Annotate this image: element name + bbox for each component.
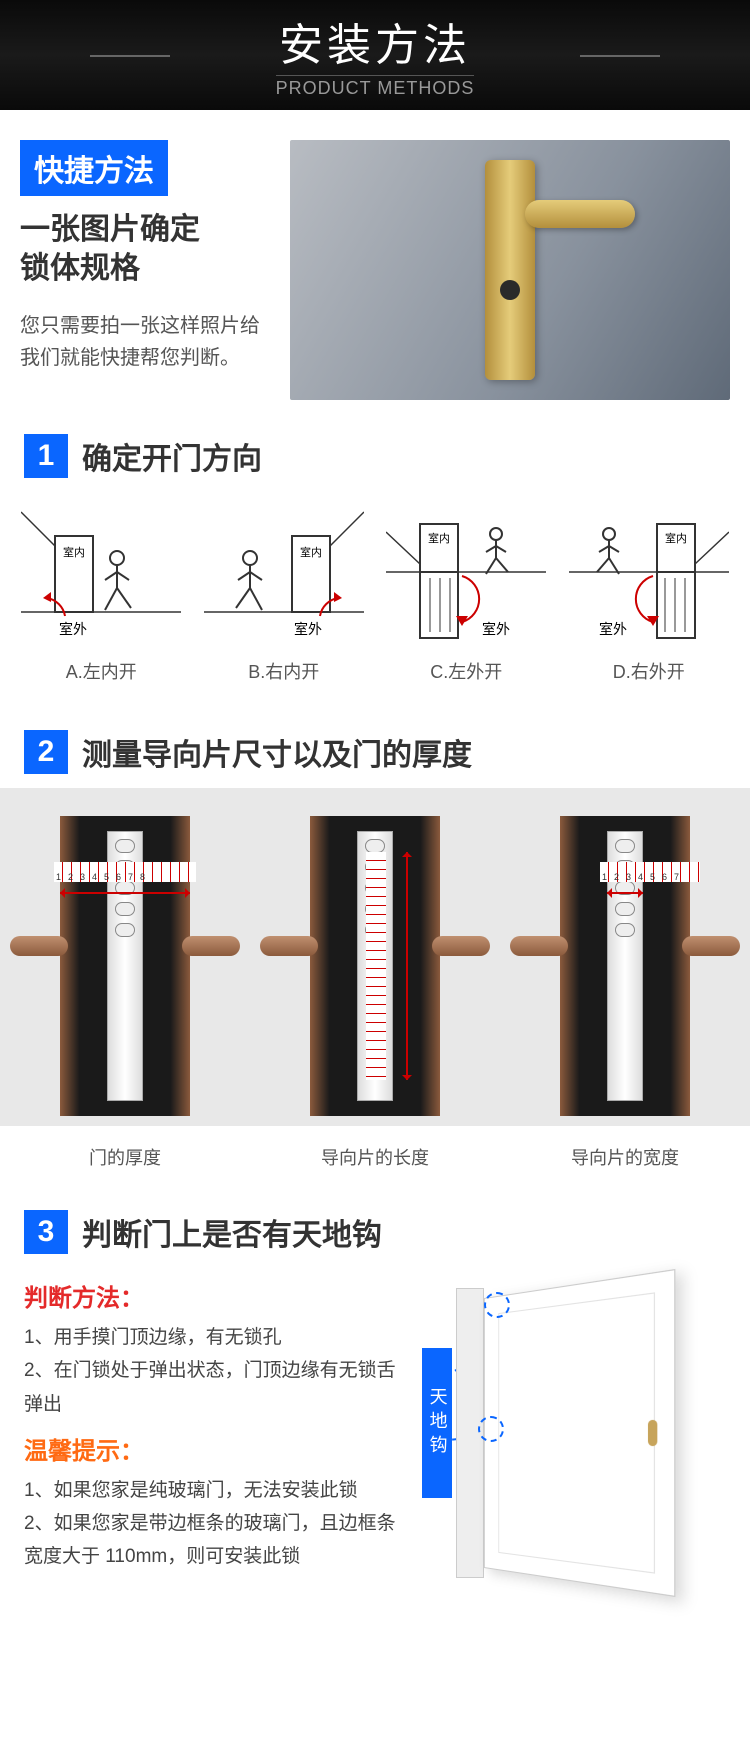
dir-c-label: C.左外开 [430,658,502,684]
method-title: 判断方法： [24,1278,396,1313]
header-title-cn: 安装方法 [279,9,471,73]
page-header: 安装方法 PRODUCT METHODS [0,0,750,110]
step2-num: 2 [24,730,68,774]
dir-d-label: D.右外开 [613,658,685,684]
svg-text:室内: 室内 [300,545,322,559]
svg-text:室内: 室内 [665,531,687,545]
dir-b: 室内 室外 B.右内开 [199,502,369,684]
tip-title: 温馨提示： [24,1431,396,1466]
dir-d: 室内 室外 D.右外开 [564,502,734,684]
hook-label-text: 天地钩 [424,1387,449,1459]
door-handle-illustration [485,160,535,380]
quick-desc: 您只需要拍一张这样照片给我们就能快捷帮您判断。 [20,310,270,374]
step3-num: 3 [24,1210,68,1254]
cloud-icon [690,1542,716,1568]
hook-indicator-mid [478,1416,504,1442]
door-direction-row: 室内 室外 A.左内开 室内 室外 B [0,492,750,712]
measure-width: 1234567 [500,788,750,1126]
svg-text:室外: 室外 [59,621,87,637]
dir-b-label: B.右内开 [248,658,319,684]
tape-width: 1234567 [600,862,700,882]
header-title-en: PRODUCT METHODS [276,75,475,101]
measure-label-3: 导向片的宽度 [500,1126,750,1192]
step1-header: 1 确定开门方向 [0,416,750,492]
step2-header: 2 测量导向片尺寸以及门的厚度 [0,712,750,788]
hook-indicator-top [484,1292,510,1318]
dir-c: 室内 室外 C.左外开 [381,502,551,684]
quick-heading-l1: 一张图片确定 [20,213,200,246]
svg-text:室内: 室内 [428,531,450,545]
quick-heading: 一张图片确定 锁体规格 [20,210,270,288]
quick-heading-l2: 锁体规格 [20,252,140,285]
svg-text:室内: 室内 [63,545,85,559]
step3-header: 3 判断门上是否有天地钩 [0,1192,750,1268]
door-diagram-a: 室内 室外 [21,502,181,652]
door-hook-diagram [456,1288,696,1578]
dir-a: 室内 室外 A.左内开 [16,502,186,684]
quick-badge: 快捷方法 [20,140,168,196]
measure-thickness: 12345678 [0,788,250,1126]
step3-illustration: 天地钩 [416,1268,726,1574]
door-diagram-b: 室内 室外 [204,502,364,652]
tip-line-1: 1、如果您家是纯玻璃门，无法安装此锁 [24,1474,396,1507]
quick-photo [290,140,730,400]
measure-length [250,788,500,1126]
quick-text-col: 快捷方法 一张图片确定 锁体规格 您只需要拍一张这样照片给我们就能快捷帮您判断。 [20,140,270,400]
tape-length [366,852,386,1080]
watermark [690,1542,716,1568]
dir-a-label: A.左内开 [66,658,137,684]
step3-text: 判断方法： 1、用手摸门顶边缘，有无锁孔 2、在门锁处于弹出状态，门顶边缘有无锁… [24,1268,396,1574]
quick-method-section: 快捷方法 一张图片确定 锁体规格 您只需要拍一张这样照片给我们就能快捷帮您判断。 [0,110,750,416]
step3-body: 判断方法： 1、用手摸门顶边缘，有无锁孔 2、在门锁处于弹出状态，门顶边缘有无锁… [0,1268,750,1614]
tape-thickness: 12345678 [54,862,196,882]
door-diagram-d: 室内 室外 [569,502,729,652]
step1-num: 1 [24,434,68,478]
svg-text:室外: 室外 [482,621,510,637]
step2-title: 测量导向片尺寸以及门的厚度 [82,730,472,774]
measure-label-2: 导向片的长度 [250,1126,500,1192]
tip-line-2: 2、如果您家是带边框条的玻璃门，且边框条宽度大于 110mm，则可安装此锁 [24,1507,396,1574]
hook-label-bar: 天地钩 [422,1348,452,1498]
method-line-1: 1、用手摸门顶边缘，有无锁孔 [24,1321,396,1354]
measurement-row: 12345678 1234567 [0,788,750,1126]
door-diagram-c: 室内 室外 [386,502,546,652]
step3-title: 判断门上是否有天地钩 [82,1210,382,1254]
step1-title: 确定开门方向 [82,434,262,478]
svg-text:室外: 室外 [294,621,322,637]
measure-label-1: 门的厚度 [0,1126,250,1192]
svg-text:室外: 室外 [599,621,627,637]
method-line-2: 2、在门锁处于弹出状态，门顶边缘有无锁舌弹出 [24,1354,396,1421]
